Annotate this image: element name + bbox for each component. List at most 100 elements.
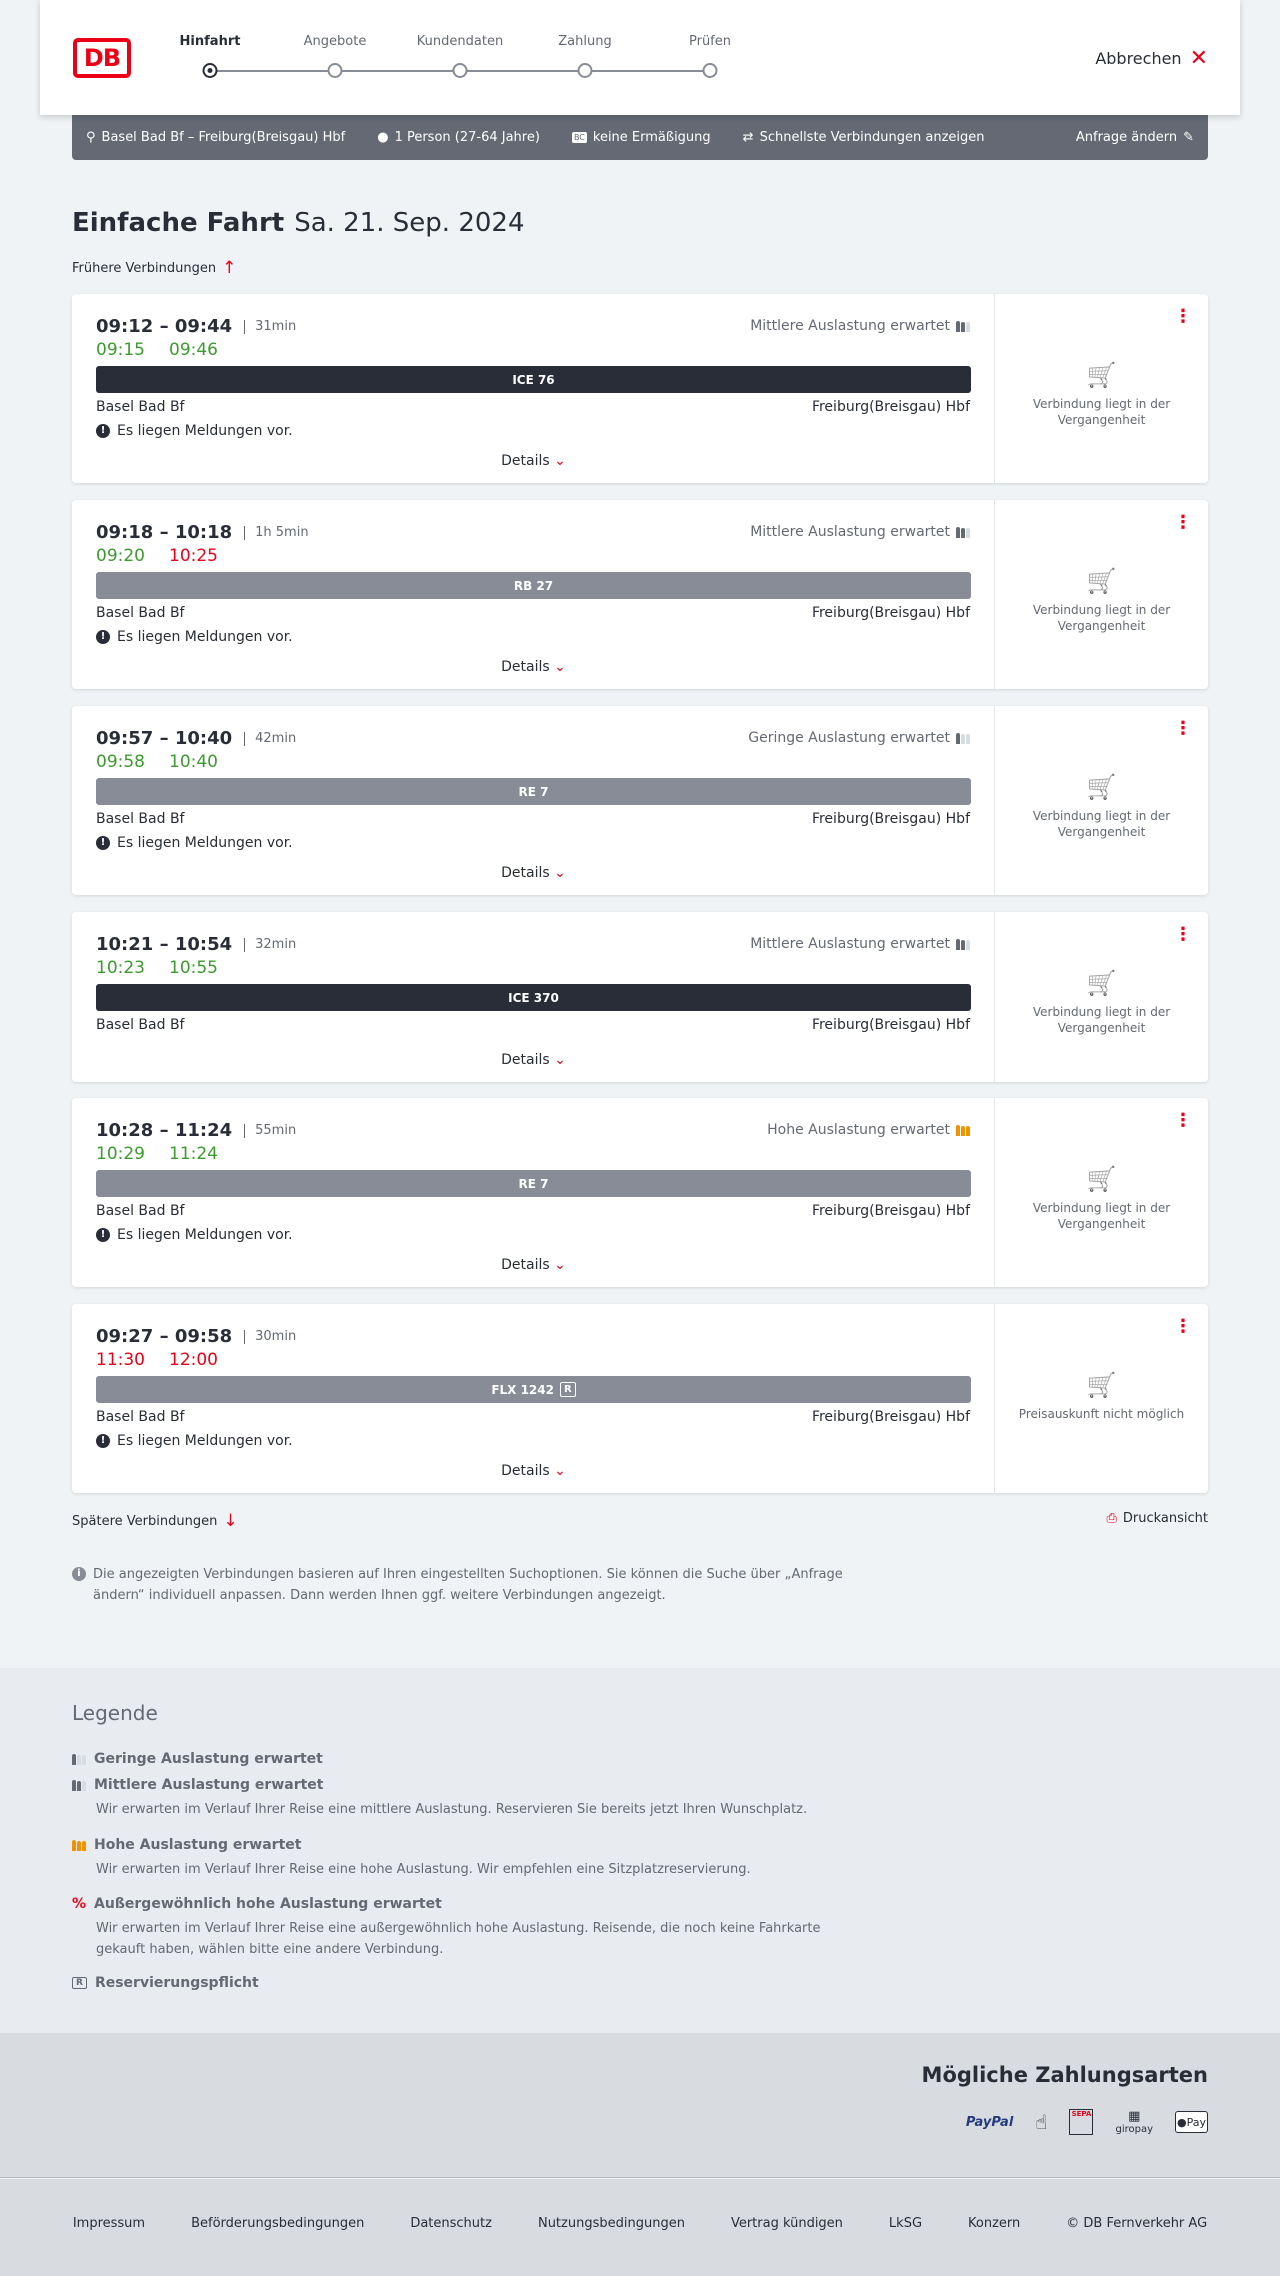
step-label-3[interactable]: Zahlung xyxy=(558,34,612,49)
more-options-icon[interactable]: ⋮ xyxy=(1174,924,1192,945)
pencil-icon: ✎ xyxy=(1183,130,1194,145)
train-name: RE 7 xyxy=(518,784,549,799)
connection-info[interactable]: 09:27 – 09:58 30min 11:30 12:00 FLX 1242 R Bas… xyxy=(72,1304,995,1493)
notice-message[interactable]: ! Es liegen Meldungen vor. xyxy=(96,1227,293,1243)
details-toggle[interactable]: Details ⌄ xyxy=(72,1257,995,1273)
train-bar[interactable]: FLX 1242 R xyxy=(96,1376,971,1403)
train-bar[interactable]: RE 7 xyxy=(96,778,971,805)
load-text: Mittlere Auslastung erwartet xyxy=(750,524,950,540)
realtime-times: 11:30 12:00 xyxy=(96,1350,218,1370)
train-bar[interactable]: RB 27 xyxy=(96,572,971,599)
info-text: Die angezeigten Verbindungen basieren au… xyxy=(93,1567,843,1603)
train-name: ICE 370 xyxy=(508,990,559,1005)
legend-item-header: Hohe Auslastung erwartet xyxy=(72,1837,872,1853)
fastest-summary[interactable]: ⇄ Schnellste Verbindungen anzeigen xyxy=(743,130,985,145)
connection-info[interactable]: 09:57 – 10:40 42min 09:58 10:40 Geringe Ausl… xyxy=(72,706,995,895)
step-indicator-1[interactable] xyxy=(327,63,343,78)
realtime-arrival: 10:55 xyxy=(169,958,218,978)
earlier-connections-link[interactable]: Frühere Verbindungen ↑ xyxy=(72,258,236,278)
connection-card: 09:12 – 09:44 31min 09:15 09:46 Mittlere Aus… xyxy=(72,294,1208,483)
connection-card: 09:27 – 09:58 30min 11:30 12:00 FLX 1242 R Bas… xyxy=(72,1304,1208,1493)
load-text: Hohe Auslastung erwartet xyxy=(767,1122,950,1138)
details-toggle[interactable]: Details ⌄ xyxy=(72,1052,995,1068)
alert-icon: ! xyxy=(96,836,110,850)
more-options-icon[interactable]: ⋮ xyxy=(1174,718,1192,739)
train-name: FLX 1242 xyxy=(491,1382,554,1397)
later-connections-link[interactable]: Spätere Verbindungen ↓ xyxy=(72,1511,238,1531)
details-toggle[interactable]: Details ⌄ xyxy=(72,1463,995,1479)
details-toggle[interactable]: Details ⌄ xyxy=(72,865,995,881)
change-query-button[interactable]: Anfrage ändern ✎ xyxy=(1076,130,1194,145)
chevron-down-icon: ⌄ xyxy=(549,865,566,881)
connection-info[interactable]: 09:18 – 10:18 1h 5min 09:20 10:25 Mittlere A… xyxy=(72,500,995,689)
notice-message[interactable]: ! Es liegen Meldungen vor. xyxy=(96,835,293,851)
realtime-times: 10:29 11:24 xyxy=(96,1144,218,1164)
step-indicator-4[interactable] xyxy=(702,63,718,78)
footer-link[interactable]: Vertrag kündigen xyxy=(730,2216,843,2231)
footer-link[interactable]: Datenschutz xyxy=(410,2216,492,2231)
notice-message[interactable]: ! Es liegen Meldungen vor. xyxy=(96,1433,293,1449)
duration: 32min xyxy=(244,937,296,952)
db-logo[interactable]: DB xyxy=(73,38,131,78)
train-name: RB 27 xyxy=(513,578,554,593)
price-section: ⋮ 🛒 Verbindung liegt in der Vergangenheit xyxy=(995,1098,1208,1287)
train-bar[interactable]: RE 7 xyxy=(96,1170,971,1197)
footer-link[interactable]: Nutzungsbedingungen xyxy=(537,2216,685,2231)
train-bar[interactable]: ICE 76 xyxy=(96,366,971,393)
footer-link[interactable]: Konzern xyxy=(968,2216,1021,2231)
footer-link[interactable]: Impressum xyxy=(72,2216,146,2231)
arrival-station: Freiburg(Breisgau) Hbf xyxy=(811,1409,970,1425)
details-toggle[interactable]: Details ⌄ xyxy=(72,659,995,675)
realtime-departure: 09:20 xyxy=(96,546,145,566)
step-indicator-2[interactable] xyxy=(452,63,468,78)
more-options-icon[interactable]: ⋮ xyxy=(1174,1110,1192,1131)
chevron-down-icon: ⌄ xyxy=(549,453,566,469)
legend-item-text: Wir erwarten im Verlauf Ihrer Reise eine… xyxy=(96,1802,808,1817)
alert-icon: ! xyxy=(96,630,110,644)
connection-info[interactable]: 10:21 – 10:54 32min 10:23 10:55 Mittlere Aus… xyxy=(72,912,995,1082)
more-options-icon[interactable]: ⋮ xyxy=(1174,512,1192,533)
planned-time-range: 10:21 – 10:54 xyxy=(96,934,233,955)
notice-message[interactable]: ! Es liegen Meldungen vor. xyxy=(96,423,293,439)
price-section: ⋮ 🛒 Verbindung liegt in der Vergangenheit xyxy=(995,912,1208,1082)
realtime-departure: 09:58 xyxy=(96,752,145,772)
footer-link[interactable]: Beförderungsbedingungen xyxy=(191,2216,365,2231)
price-status: Verbindung liegt in der Vergangenheit xyxy=(1032,808,1171,839)
more-options-icon[interactable]: ⋮ xyxy=(1174,1316,1192,1337)
step-label-0[interactable]: Hinfahrt xyxy=(179,34,241,49)
connection-info[interactable]: 09:12 – 09:44 31min 09:15 09:46 Mittlere Aus… xyxy=(72,294,995,483)
step-label-4[interactable]: Prüfen xyxy=(688,34,732,49)
step-indicator-3[interactable] xyxy=(577,63,593,78)
planned-time-range: 09:57 – 10:40 xyxy=(96,728,233,749)
query-summary-bar: ⚲ Basel Bad Bf – Freiburg(Breisgau) Hbf ●… xyxy=(72,115,1208,160)
occupancy-icon xyxy=(956,1124,970,1136)
print-view-link[interactable]: ⎙ Druckansicht xyxy=(1106,1511,1208,1526)
duration: 55min xyxy=(244,1123,296,1138)
footer-link[interactable]: LkSG xyxy=(888,2216,923,2231)
cancel-button[interactable]: Abbrechen ✕ xyxy=(1095,46,1208,71)
realtime-departure: 09:15 xyxy=(96,340,145,360)
passenger-summary[interactable]: ● 1 Person (27-64 Jahre) xyxy=(377,130,540,145)
step-indicator-0[interactable] xyxy=(202,63,218,78)
more-options-icon[interactable]: ⋮ xyxy=(1174,306,1192,327)
location-pin-icon: ⚲ xyxy=(86,130,96,145)
printer-icon: ⎙ xyxy=(1106,1511,1117,1526)
price-section: ⋮ 🛒 Preisauskunft nicht möglich xyxy=(995,1304,1208,1493)
legend-item-title: Hohe Auslastung erwartet xyxy=(94,1837,302,1853)
route-summary[interactable]: ⚲ Basel Bad Bf – Freiburg(Breisgau) Hbf xyxy=(86,130,345,145)
discount-summary[interactable]: BC keine Ermäßigung xyxy=(571,130,711,145)
reservation-r-icon: R xyxy=(72,1977,87,1989)
legend-item: Hohe Auslastung erwartet Wir erwarten im … xyxy=(72,1837,872,1880)
legend-section: Legende Geringe Auslastung erwartet Mittl… xyxy=(0,1668,1280,2033)
step-label-2[interactable]: Kundendaten xyxy=(416,34,504,49)
load-indicator: Mittlere Auslastung erwartet xyxy=(750,936,970,952)
train-bar[interactable]: ICE 370 xyxy=(96,984,971,1011)
price-status: Preisauskunft nicht möglich xyxy=(1018,1406,1185,1421)
notice-text: Es liegen Meldungen vor. xyxy=(117,629,293,645)
occupancy-icon xyxy=(956,320,970,332)
step-label-1[interactable]: Angebote xyxy=(303,34,367,49)
details-toggle[interactable]: Details ⌄ xyxy=(72,453,995,469)
cancel-label: Abbrechen xyxy=(1095,49,1182,68)
connection-info[interactable]: 10:28 – 11:24 55min 10:29 11:24 Hohe Auslast… xyxy=(72,1098,995,1287)
notice-message[interactable]: ! Es liegen Meldungen vor. xyxy=(96,629,293,645)
